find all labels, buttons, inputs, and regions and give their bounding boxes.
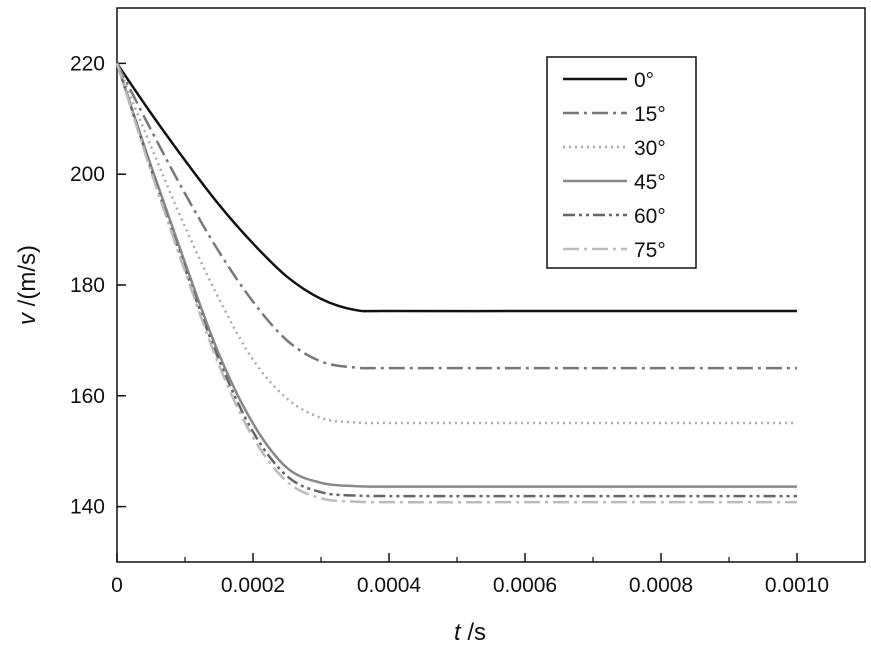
legend-label-0: 0° [634,69,654,92]
y-tick-label: 180 [70,274,105,297]
series-line-0 [115,62,797,313]
legend-items: 0° 15° 30° 45° 60° 75° [563,69,666,262]
y-axis-label: v /(m/s) [14,245,41,325]
x-axis-ticks: 0 0.0002 0.0004 0.0006 0.0008 0.0010 [111,553,829,597]
y-tick-label: 160 [70,385,105,408]
legend: 0° 15° 30° 45° 60° 75° [546,56,697,269]
legend-label-2: 30° [634,137,666,160]
legend-label-5: 75° [634,239,666,262]
series-lines [115,62,797,504]
y-axis-ticks: 140 160 180 200 220 [70,52,126,519]
x-axis-sep: / [461,619,475,646]
series-line-2 [115,62,797,425]
x-tick-label: 0.0004 [357,574,422,597]
y-tick-label: 200 [70,163,105,186]
series-line-5 [115,63,797,504]
legend-label-4: 60° [634,205,666,228]
x-tick-label: 0.0002 [221,574,285,597]
legend-box [546,56,697,269]
y-axis-unit: (m/s) [14,245,41,300]
y-tick-label: 140 [70,496,105,519]
x-tick-label: 0.0010 [765,574,829,597]
x-tick-label: 0.0008 [629,574,693,597]
y-tick-label: 220 [70,52,105,75]
x-axis-unit: s [474,619,486,646]
plot-frame [116,7,866,563]
x-tick-label: 0.0006 [493,574,557,597]
y-axis-sep: / [14,299,41,313]
y-axis-var: v [14,311,41,325]
series-line-1 [115,62,797,370]
series-line-3 [115,63,797,488]
legend-label-3: 45° [634,171,666,194]
x-axis-label: t /s [454,619,486,646]
legend-label-1: 15° [634,103,666,126]
x-axis-var: t [454,619,462,646]
x-tick-label: 0 [111,574,123,597]
